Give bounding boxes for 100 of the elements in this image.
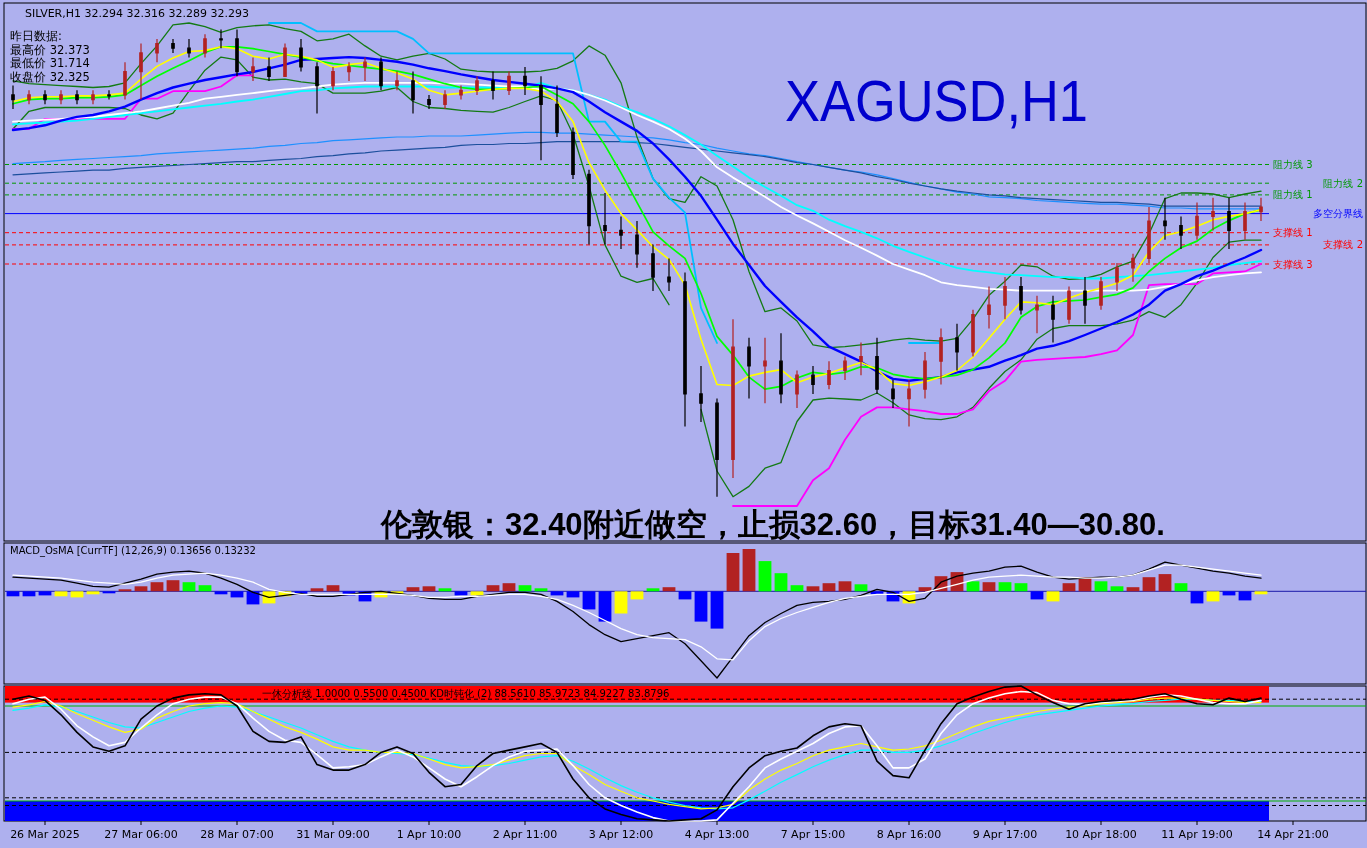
bar [86, 591, 100, 595]
candlestick [1163, 197, 1167, 241]
candlestick [251, 57, 255, 82]
bar [438, 588, 452, 592]
candlestick [635, 220, 639, 269]
x-tick-label: 1 Apr 10:00 [396, 828, 462, 841]
candlestick [939, 327, 943, 386]
bar [534, 588, 548, 592]
bar [198, 585, 212, 592]
candlestick [59, 89, 63, 105]
candlestick [1003, 276, 1007, 320]
text: XAGUSD,H1 [785, 68, 1121, 133]
candlestick [587, 169, 591, 245]
bar [630, 591, 644, 600]
candlestick [651, 243, 655, 292]
candlestick [715, 398, 719, 498]
bar [502, 583, 516, 592]
candlestick [859, 341, 863, 376]
candlestick [283, 43, 287, 77]
candlestick [1051, 295, 1055, 344]
bar [1046, 591, 1060, 602]
bar [742, 549, 756, 592]
x-tick-label: 3 Apr 12:00 [588, 828, 654, 841]
candlestick [1131, 253, 1135, 283]
candlestick [795, 369, 799, 409]
bar [422, 586, 436, 592]
x-tick-label: 11 Apr 19:00 [1161, 828, 1233, 841]
x-tick-label: 8 Apr 16:00 [876, 828, 942, 841]
candlestick [683, 271, 687, 428]
candlestick [331, 66, 335, 91]
candlestick [1227, 197, 1231, 250]
bar [1062, 583, 1076, 592]
candlestick [107, 89, 111, 101]
bar [166, 580, 180, 592]
bar [806, 586, 820, 592]
candlestick [11, 85, 15, 110]
bar [454, 591, 468, 596]
candlestick [395, 71, 399, 91]
ref-line-label: 阻力线 1 [1273, 189, 1313, 201]
bar [150, 582, 164, 592]
bar [6, 591, 20, 597]
bar [982, 582, 996, 592]
candlestick [603, 192, 607, 245]
bar [790, 585, 804, 592]
bar [486, 585, 500, 592]
bar [326, 585, 340, 592]
candlestick [379, 57, 383, 91]
candlestick [667, 257, 671, 292]
candlestick [955, 323, 959, 372]
candlestick [571, 127, 575, 180]
x-tick-label: 28 Mar 07:00 [200, 828, 274, 841]
bar [1094, 581, 1108, 592]
candlestick [779, 332, 783, 404]
candlestick [1179, 215, 1183, 250]
candlestick [219, 28, 223, 49]
candlestick [619, 215, 623, 250]
ref-line-label: 阻力线 2 [1323, 177, 1363, 189]
bar [1030, 591, 1044, 600]
bar [1110, 586, 1124, 592]
bar [518, 585, 532, 592]
ref-line-label: 支撑线 1 [1273, 227, 1313, 239]
x-tick-label: 2 Apr 11:00 [492, 828, 558, 841]
bar [102, 591, 116, 594]
candlestick [843, 355, 847, 381]
x-tick-label: 31 Mar 09:00 [296, 828, 370, 841]
x-tick-label: 9 Apr 17:00 [972, 828, 1038, 841]
candlestick [203, 33, 207, 59]
ref-line-label: 阻力线 3 [1273, 159, 1313, 170]
candlestick [171, 38, 175, 54]
bar [1126, 587, 1140, 592]
bar [646, 588, 660, 592]
candlestick [539, 75, 543, 161]
candlestick [1147, 206, 1151, 264]
bar [1238, 591, 1252, 601]
x-tick-label: 4 Apr 13:00 [684, 828, 750, 841]
candlestick [91, 89, 95, 105]
candlestick [1243, 201, 1247, 241]
candlestick [923, 351, 927, 400]
candlestick [971, 309, 975, 358]
bar [1142, 577, 1156, 592]
bar [214, 591, 228, 595]
x-tick-label: 14 Apr 21:00 [1257, 828, 1329, 841]
candlestick [555, 85, 559, 138]
candlestick [747, 337, 751, 400]
ref-line-label: 支撑线 2 [1323, 239, 1363, 251]
candlestick [43, 89, 47, 105]
candlestick [1099, 276, 1103, 311]
bar [38, 591, 52, 596]
ref-line-label: 支撑线 3 [1273, 258, 1313, 270]
annotation: 最低价 31.714 [10, 56, 90, 70]
candlestick [27, 89, 31, 105]
candlestick [507, 71, 511, 96]
bar [662, 587, 676, 592]
text: 伦敦银：32.40附近做空，止损32.60，目标31.40—30.80. [380, 507, 1165, 542]
candlestick [299, 38, 303, 73]
chart-title: MACD_OsMA [CurrTF] (12,26,9) 0.13656 0.13232 [10, 544, 256, 557]
candlestick [235, 28, 239, 77]
bar [406, 587, 420, 592]
bar [182, 582, 196, 592]
candlestick [459, 85, 463, 101]
